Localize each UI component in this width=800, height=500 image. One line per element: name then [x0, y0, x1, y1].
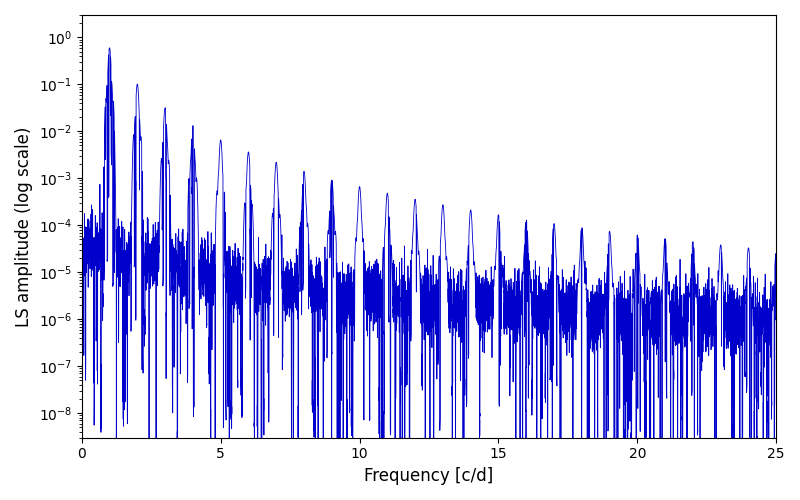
X-axis label: Frequency [c/d]: Frequency [c/d] [364, 467, 494, 485]
Y-axis label: LS amplitude (log scale): LS amplitude (log scale) [15, 126, 33, 326]
